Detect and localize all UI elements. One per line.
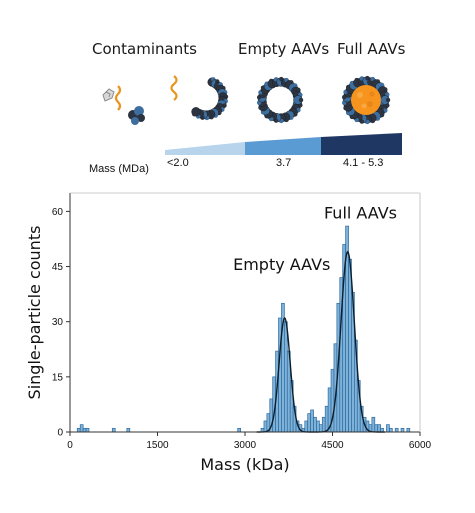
histogram-bar (400, 427, 405, 433)
gaussian-fit-curve (256, 250, 385, 433)
histogram-bar (380, 427, 384, 433)
histogram-bar (292, 405, 297, 433)
histogram-bar (406, 427, 411, 433)
small-protein-fragment-icon (102, 88, 115, 102)
mass-band-empty (245, 137, 321, 155)
histogram-bar (278, 317, 282, 433)
mass-gradient-wedge (165, 133, 402, 155)
histogram-bar (319, 424, 323, 433)
histogram-bar (377, 424, 381, 433)
histogram-bar (354, 339, 358, 433)
histogram-bar (362, 416, 367, 433)
histogram-bar (394, 427, 399, 433)
histogram-bar (260, 427, 265, 433)
histogram-bar (356, 380, 361, 433)
contaminants-header: Contaminants (92, 40, 197, 58)
x-tick-label: 0 (67, 440, 73, 451)
histogram-bar (321, 416, 326, 433)
histogram-bar (374, 424, 379, 433)
mass-band-full (321, 133, 402, 155)
histogram-bar (345, 225, 349, 433)
histogram-bar (368, 424, 373, 433)
empty-aavs-header: Empty AAVs (238, 40, 329, 58)
y-tick-label: 0 (57, 428, 63, 439)
histogram-bar (327, 387, 332, 433)
histogram-bar (310, 409, 314, 433)
histogram-bar (298, 424, 303, 433)
histogram-bar (284, 321, 288, 433)
y-tick-label: 60 (52, 207, 64, 218)
full-aavs-header: Full AAVs (337, 40, 406, 58)
mass-band-low (165, 142, 245, 155)
histogram-bar (237, 427, 241, 433)
y-tick-label: 30 (52, 317, 64, 328)
histogram-bar (339, 277, 344, 433)
histogram-bar (263, 420, 268, 433)
mass-value-full: 4.1 - 5.3 (343, 157, 383, 169)
protein-aggregate-icon (128, 106, 145, 125)
histogram-bar (301, 427, 306, 433)
histogram-bar (386, 424, 390, 433)
histogram-bar (79, 424, 84, 433)
partial-capsid-icon (191, 77, 229, 121)
histogram-bar (289, 380, 294, 433)
x-axis-label: Mass (kDa) (200, 455, 289, 474)
mass-value-contaminants: <2.0 (167, 157, 189, 169)
peak-annotation: Empty AAVs (233, 255, 330, 274)
free-dna-strand-icon (114, 85, 122, 111)
histogram-bar (313, 416, 317, 433)
histogram-bar (324, 405, 329, 433)
x-tick-label: 4500 (321, 440, 344, 451)
histogram-bar (85, 427, 90, 433)
plot-axes: 0 1500 3000 4500 6000 0 15 30 45 60 (52, 192, 432, 451)
y-tick-label: 45 (52, 262, 64, 273)
empty-capsid-icon (256, 76, 304, 124)
histogram-bar (351, 291, 355, 433)
histogram-bar (272, 376, 276, 433)
histogram-bar (286, 350, 291, 433)
histogram-bar (330, 369, 335, 433)
x-tick-label: 3000 (234, 440, 257, 451)
histogram-bar (126, 427, 131, 433)
histogram-bar (389, 427, 393, 433)
free-dna-strand-icon (170, 75, 178, 101)
y-tick-label: 15 (52, 372, 64, 383)
histogram-bar (365, 420, 370, 433)
histogram-bars (76, 225, 411, 433)
histogram-bar (295, 420, 300, 433)
histogram-bar (281, 302, 285, 433)
histogram-bar (266, 413, 271, 433)
histogram-bar (76, 427, 81, 433)
mass-value-empty: 3.7 (276, 157, 291, 169)
histogram-bar (333, 343, 338, 433)
y-axis-label: Single-particle counts (25, 226, 44, 400)
histogram-bar (304, 420, 309, 433)
histogram-bar (316, 420, 320, 433)
histogram-bar (336, 302, 341, 433)
full-capsid-icon (341, 75, 391, 125)
histogram-bar (342, 244, 346, 433)
mass-unit-label: Mass (MDa) (89, 163, 149, 175)
histogram-bar (82, 427, 87, 433)
aav-mass-illustration: Contaminants Empty AAVs Full AAVs Mass (… (89, 40, 406, 175)
histogram-bar (111, 427, 116, 433)
histogram-bar (359, 405, 364, 433)
x-tick-label: 6000 (409, 440, 432, 451)
histogram-bar (371, 416, 376, 433)
histogram-bar (348, 258, 352, 433)
peak-annotations: Empty AAVs Full AAVs (233, 204, 397, 274)
histogram-bar (269, 398, 274, 433)
peak-annotation: Full AAVs (324, 204, 397, 223)
x-tick-label: 1500 (146, 440, 169, 451)
histogram-bar (275, 350, 279, 433)
histogram-bar (307, 413, 311, 433)
